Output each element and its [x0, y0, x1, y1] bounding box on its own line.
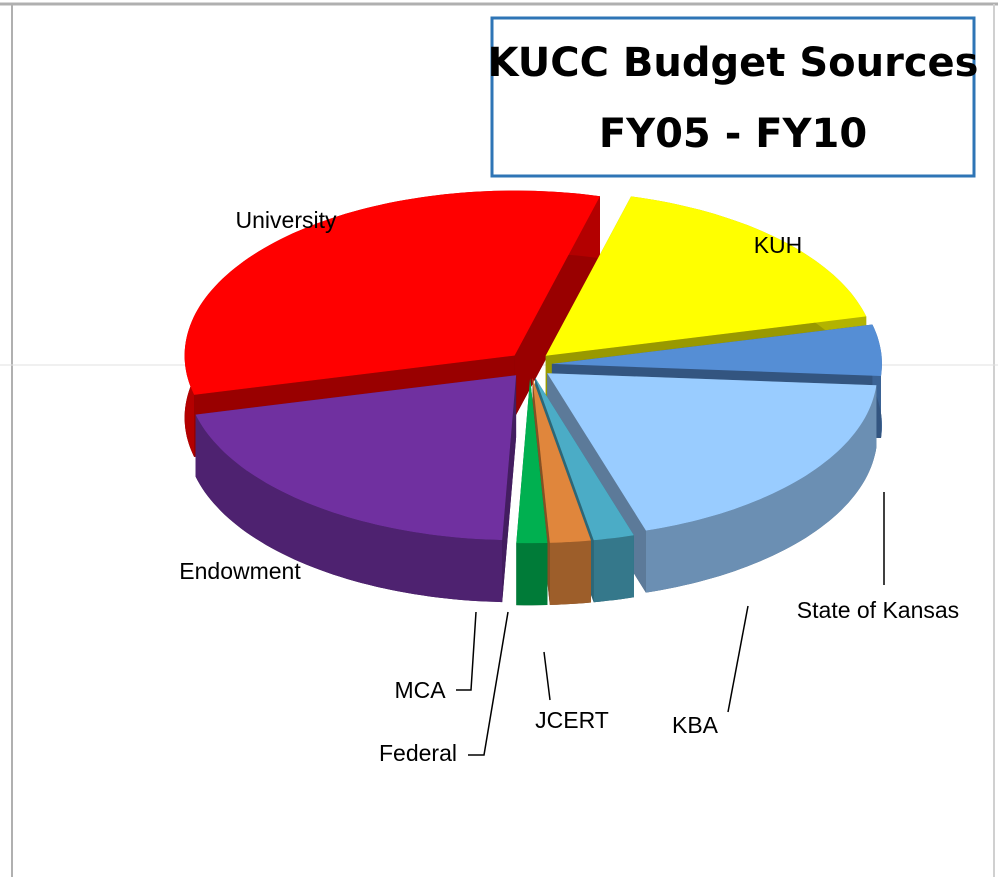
chart-subtitle: FY05 - FY10	[599, 111, 867, 157]
slice-top	[195, 375, 517, 541]
labels: KUH State of Kansas KBA JCERT Federal MCA Endo…	[179, 207, 959, 766]
slice-label: University	[236, 207, 337, 233]
leader-line	[468, 611, 509, 756]
slice-label: KBA	[672, 712, 719, 738]
slice-top	[516, 378, 548, 544]
leader-line	[543, 651, 551, 701]
leader-lines	[456, 492, 885, 756]
slice-side	[645, 385, 877, 593]
slice-side	[195, 414, 503, 603]
pie-slice	[195, 375, 517, 603]
slice-label: MCA	[394, 677, 446, 703]
slice-label: Endowment	[179, 558, 301, 584]
slice-side	[593, 535, 634, 603]
slice-label: State of Kansas	[797, 597, 959, 623]
leader-line	[456, 611, 477, 691]
slice-top	[532, 378, 591, 543]
slice-label: Federal	[379, 740, 457, 766]
slice-label: JCERT	[535, 707, 609, 733]
slice-side	[549, 540, 591, 605]
slice-top	[184, 190, 600, 395]
pie-slice	[516, 378, 548, 606]
leader-line	[727, 605, 749, 713]
slice-label: KUH	[754, 232, 803, 258]
slice-top	[547, 373, 877, 531]
slice-side	[516, 543, 548, 606]
slice-top	[535, 377, 634, 541]
pie	[184, 190, 882, 606]
title-box	[490, 16, 976, 178]
pie-slice	[532, 378, 591, 605]
slice-top	[551, 324, 882, 376]
slice-top	[545, 196, 867, 356]
chart-title: KUCC Budget Sources	[488, 40, 979, 86]
